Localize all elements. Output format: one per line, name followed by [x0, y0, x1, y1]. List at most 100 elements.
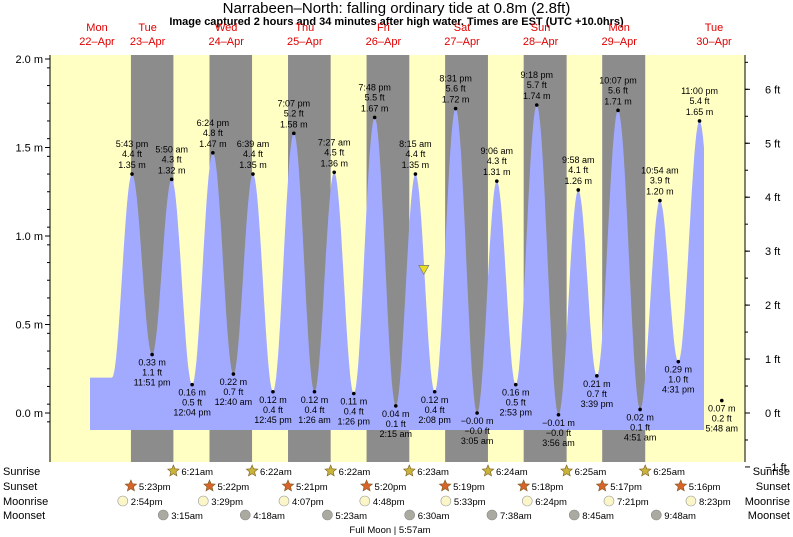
low-tide-m: 0.16 m — [502, 388, 530, 398]
high-tide-time: 6:24 pm — [197, 118, 230, 128]
low-tide-time: 12:04 pm — [173, 408, 211, 418]
high-tide-time: 9:18 pm — [520, 70, 553, 80]
moonset-time: 3:15am — [171, 511, 203, 522]
high-tide-time: 10:54 am — [641, 166, 679, 176]
high-tide-point — [576, 188, 581, 192]
sunset-icon — [360, 479, 374, 492]
moonrise-icon — [440, 495, 452, 507]
low-tide-time: 4:31 pm — [662, 385, 695, 395]
moonrise-icon — [685, 495, 697, 507]
sunset-icon — [281, 479, 295, 492]
chart-title: Narrabeen–North: falling ordinary tide a… — [222, 0, 571, 17]
y-tick-label-right: −1 ft — [765, 462, 787, 474]
low-tide-point — [556, 412, 561, 417]
low-tide-point — [432, 389, 437, 394]
low-tide-time: 3:56 am — [542, 438, 575, 448]
high-tide-ft: 4.1 ft — [568, 165, 589, 175]
moonset-time: 9:48am — [664, 511, 696, 522]
sunrise-icon — [245, 464, 259, 477]
low-tide-time: 1:26 pm — [338, 417, 371, 427]
high-tide-ft: 4.4 ft — [405, 149, 426, 159]
high-tide-point — [130, 172, 134, 176]
sunrise-icon — [166, 464, 180, 477]
high-tide-m: 1.35 m — [118, 160, 146, 170]
high-tide-m: 1.35 m — [402, 160, 430, 170]
high-tide-point — [616, 108, 620, 113]
sunrise-time: 6:24am — [496, 467, 528, 478]
sunrise-time: 6:25am — [653, 467, 685, 478]
high-tide-point — [697, 119, 702, 123]
low-tide-time: 2:53 pm — [499, 408, 532, 418]
sunset-time: 5:22pm — [217, 482, 249, 493]
low-tide-m: 0.33 m — [138, 358, 166, 368]
y-tick-label-right: 0 ft — [765, 408, 780, 420]
sunrise-icon — [560, 464, 574, 477]
y-tick-label-right: 4 ft — [765, 192, 780, 204]
high-tide-time: 8:15 am — [399, 139, 432, 149]
low-tide-m: 0.22 m — [220, 377, 248, 387]
sunset-icon — [517, 479, 531, 492]
day-label-dow: Tue — [705, 22, 724, 34]
low-tide-point — [513, 382, 518, 387]
low-tide-m: 0.12 m — [421, 395, 449, 405]
sunrise-time: 6:22am — [260, 467, 292, 478]
high-tide-m: 1.74 m — [523, 91, 551, 101]
moonset-icon — [322, 509, 333, 521]
high-tide-time: 7:07 pm — [278, 98, 311, 108]
high-tide-point — [495, 179, 499, 183]
low-tide-point — [351, 391, 356, 396]
high-tide-time: 11:00 pm — [681, 86, 718, 96]
low-tide-ft: 1.1 ft — [142, 368, 163, 378]
moonrise-icon — [197, 495, 209, 507]
low-tide-point — [312, 389, 317, 394]
moonset-icon — [239, 509, 251, 521]
low-tide-ft: −0.0 ft — [546, 428, 572, 438]
low-tide-m: 0.07 m — [708, 404, 736, 414]
moonrise-time: 2:54pm — [131, 497, 163, 508]
y-tick-label-right: 1 ft — [765, 354, 780, 366]
day-label-dow: Sun — [531, 22, 551, 34]
low-tide-m: 0.12 m — [259, 395, 287, 405]
high-tide-m: 1.47 m — [199, 139, 227, 149]
moonset-time: 5:23am — [335, 511, 367, 522]
low-tide-point — [150, 352, 154, 357]
low-tide-time: 12:40 am — [215, 397, 253, 407]
low-tide-m: −0.00 m — [461, 416, 494, 426]
high-tide-m: 1.32 m — [158, 165, 186, 175]
high-tide-time: 6:39 am — [237, 139, 270, 149]
low-tide-ft: 0.5 ft — [506, 398, 527, 408]
sunrise-icon — [481, 464, 495, 477]
high-tide-ft: 4.3 ft — [162, 154, 183, 164]
low-tide-ft: 0.5 ft — [182, 398, 203, 408]
moonrise-icon — [359, 495, 371, 507]
tide-area — [90, 105, 704, 430]
sunset-time: 5:23pm — [139, 482, 171, 493]
high-tide-m: 1.67 m — [361, 103, 389, 113]
moonset-time: 8:45am — [582, 511, 614, 522]
moonset-time: 4:18am — [253, 511, 285, 522]
low-tide-time: 3:05 am — [461, 436, 494, 446]
day-label-date: 27–Apr — [444, 36, 480, 48]
row-label-sunset: Sunset — [3, 481, 37, 493]
day-label-date: 29–Apr — [601, 36, 637, 48]
y-tick-label-left: 1.0 m — [15, 231, 43, 243]
moonrise-time: 6:24pm — [535, 497, 567, 508]
sunrise-icon — [638, 464, 652, 477]
high-tide-point — [534, 103, 539, 107]
low-tide-point — [676, 359, 681, 364]
high-tide-m: 1.31 m — [483, 167, 511, 177]
high-tide-time: 5:43 pm — [116, 139, 149, 149]
moonrise-icon — [521, 495, 533, 507]
high-tide-m: 1.72 m — [442, 95, 470, 105]
low-tide-m: 0.16 m — [178, 388, 206, 398]
day-label-date: 26–Apr — [366, 36, 402, 48]
high-tide-point — [372, 115, 377, 120]
high-tide-ft: 5.2 ft — [284, 108, 305, 118]
low-tide-m: 0.21 m — [583, 379, 611, 389]
day-label-date: 24–Apr — [208, 36, 244, 48]
low-tide-ft: 0.4 ft — [263, 405, 284, 415]
low-tide-time: 2:15 am — [380, 429, 413, 439]
low-tide-time: 1:26 am — [298, 415, 331, 425]
moonset-time: 6:30am — [418, 511, 450, 522]
high-tide-point — [453, 106, 458, 111]
